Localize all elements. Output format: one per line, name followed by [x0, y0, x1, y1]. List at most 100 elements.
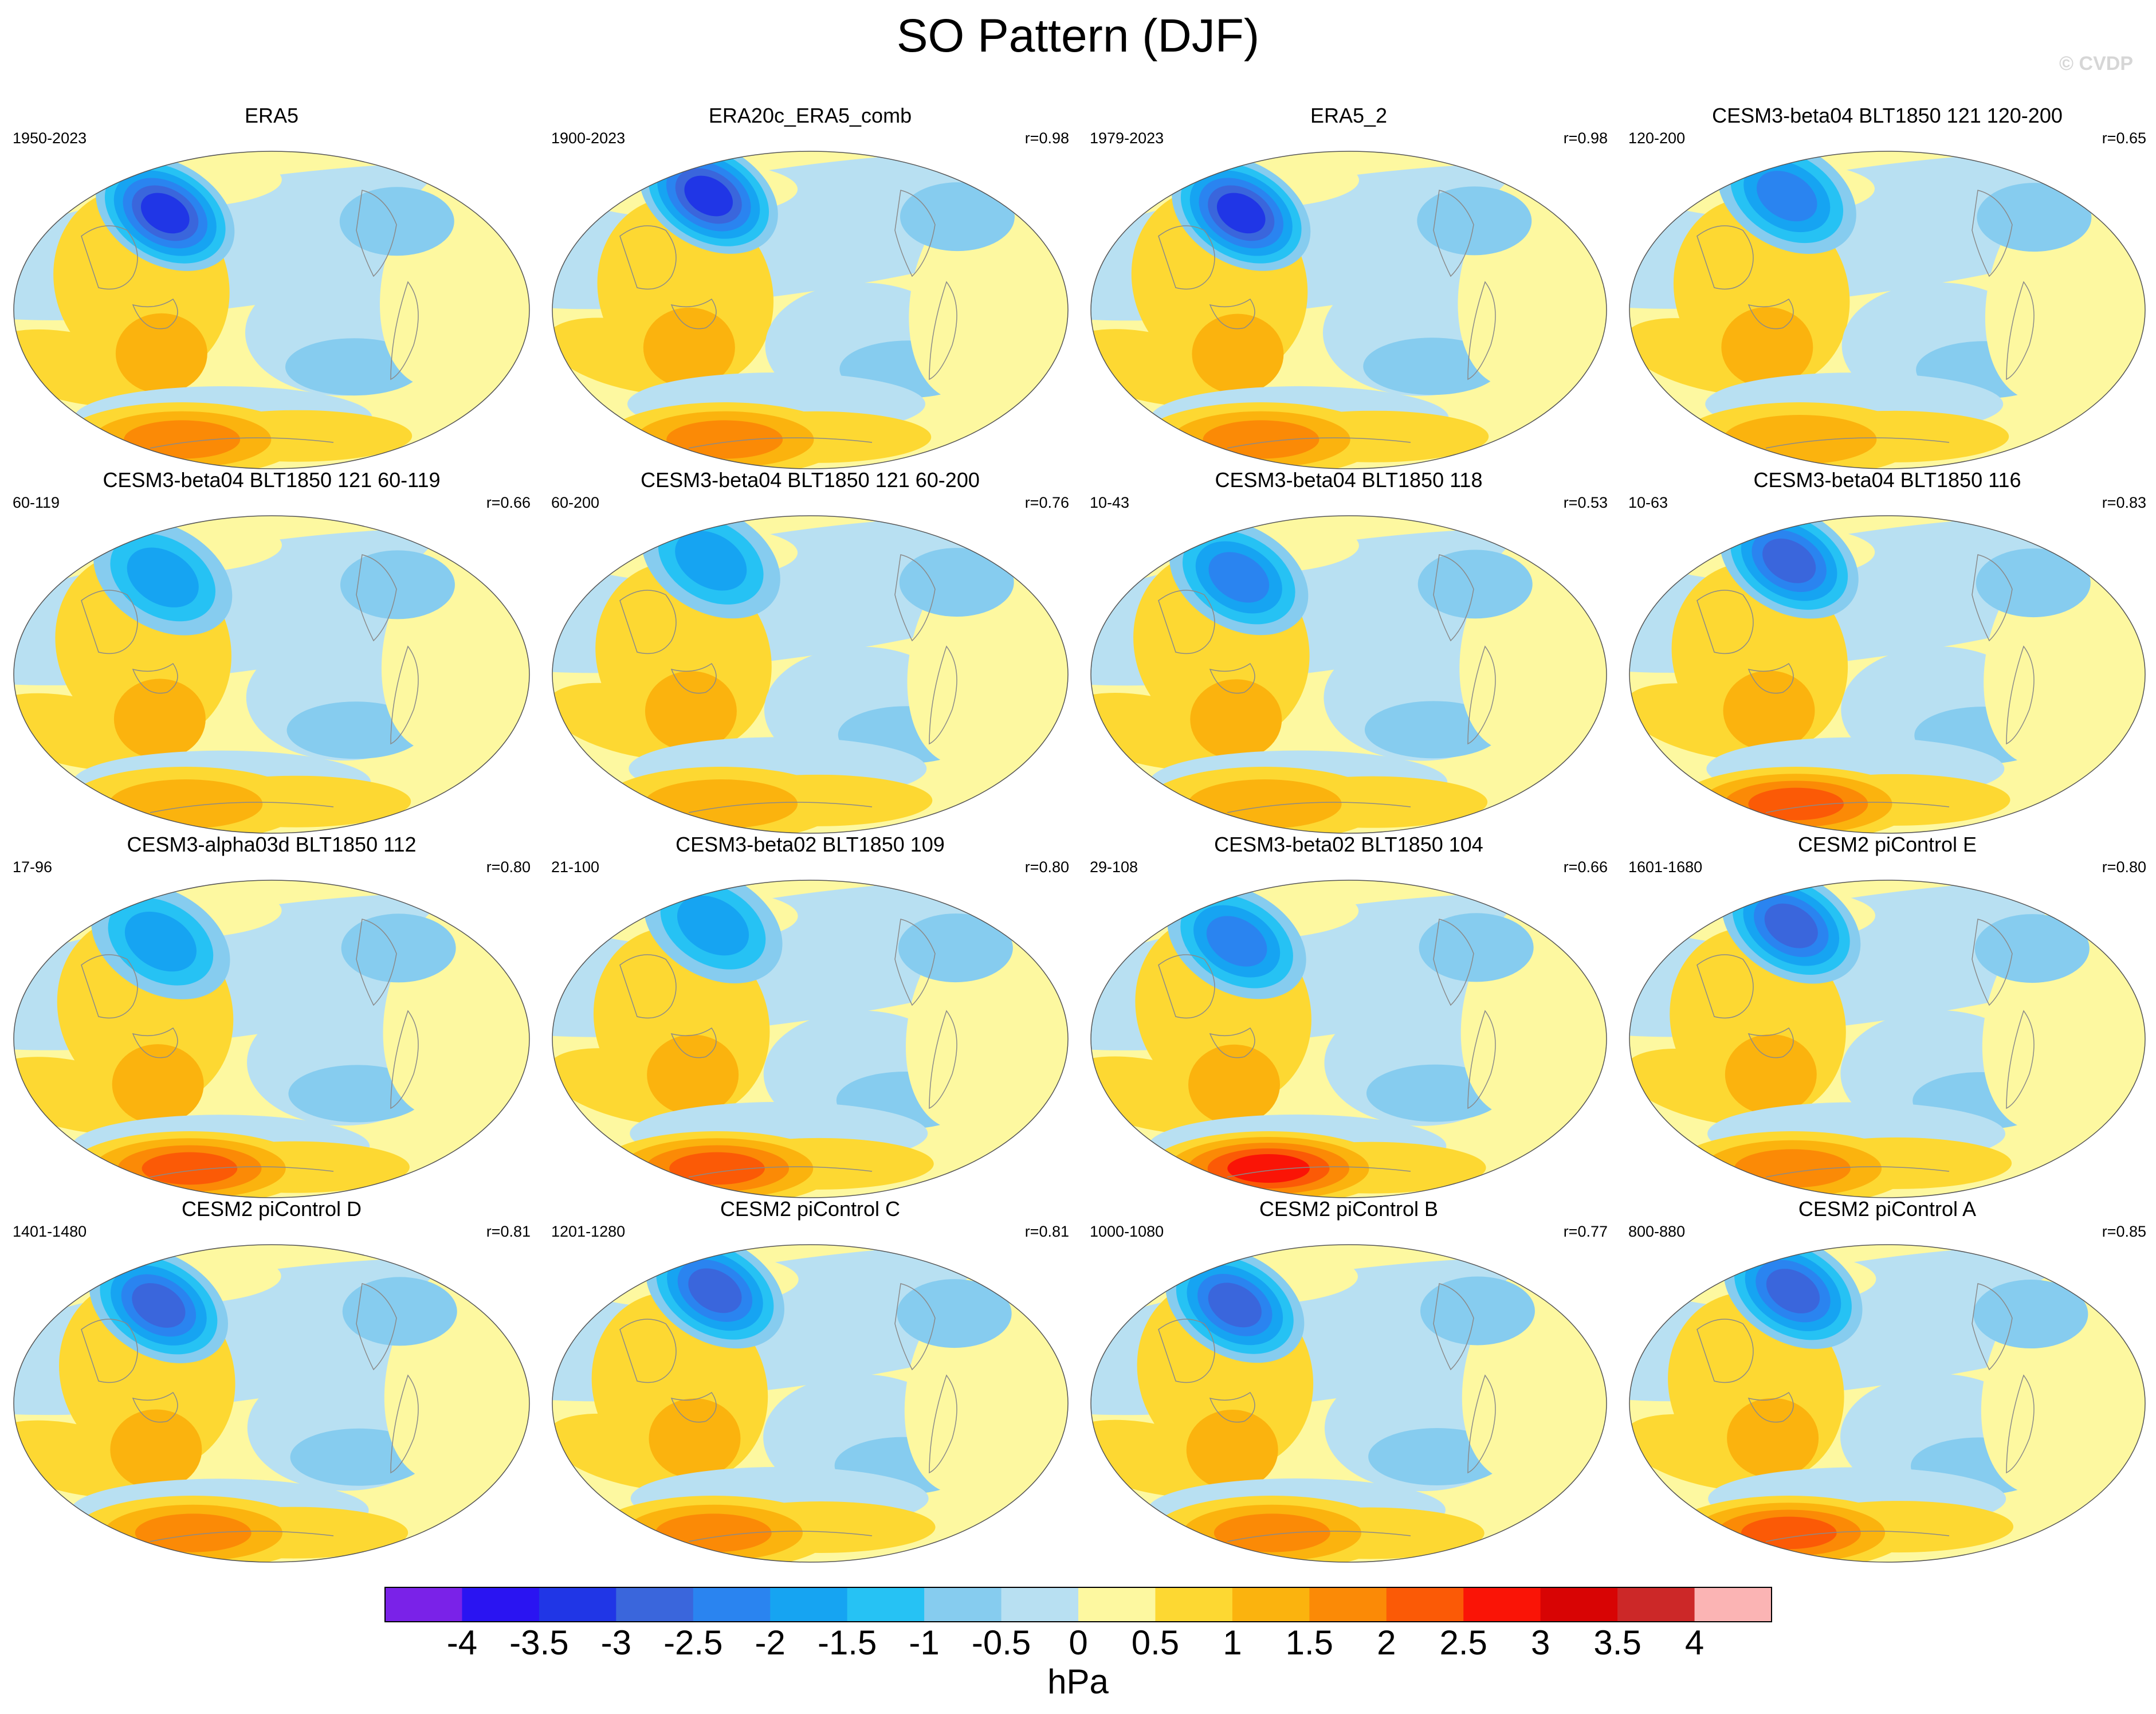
panel-correlation: r=0.80 [486, 858, 531, 876]
contour-fill [1974, 914, 2090, 983]
colorbar-swatch [1540, 1587, 1618, 1622]
globe-outline [1090, 880, 1607, 1198]
colorbar-tick-label: -2.5 [663, 1623, 723, 1662]
contour-fill [140, 193, 190, 234]
contour-fill [1419, 913, 1534, 982]
panel-correlation: r=0.76 [1024, 494, 1069, 511]
colorbar-swatch [770, 1587, 848, 1622]
contour-fill [1203, 420, 1319, 459]
colorbar-swatch [1155, 1587, 1233, 1622]
panel-correlation: r=0.98 [1024, 130, 1069, 147]
map-panel: CESM3-beta04 BLT1850 121 60-200 60-200 r=0… [541, 468, 1079, 834]
contour-fill [124, 420, 241, 459]
map-panel: CESM2 piControl E 1601-1680 r=0.80 [1618, 832, 2156, 1199]
coastline [1696, 919, 2035, 1178]
globe-map [552, 880, 1069, 1198]
panel-years: 120-200 [1628, 130, 1686, 147]
colorbar-tick-label: -1 [909, 1623, 940, 1662]
coastline [619, 190, 957, 449]
panel-title: CESM3-beta04 BLT1850 121 120-200 [1712, 104, 2063, 127]
coastline [619, 919, 957, 1178]
panel-years: 1601-1680 [1628, 858, 1703, 876]
coastline [1696, 1283, 2035, 1542]
panel-years: 60-200 [551, 494, 600, 511]
panel-correlation: r=0.80 [2102, 858, 2146, 876]
panel-title: CESM2 piControl A [1798, 1197, 1977, 1221]
panel-years: 21-100 [551, 858, 600, 876]
contour-fill [1764, 903, 1818, 948]
panel-correlation: r=0.53 [1563, 494, 1608, 511]
panel-correlation: r=0.66 [486, 494, 531, 511]
panel-title: CESM2 piControl C [720, 1197, 901, 1221]
contour-fill [109, 779, 263, 829]
globe-outline [552, 880, 1069, 1198]
panel-correlation: r=0.81 [1024, 1223, 1069, 1240]
coastline [619, 554, 957, 813]
map-panel: CESM2 piControl C 1201-1280 r=0.81 [541, 1197, 1079, 1563]
coastline [1158, 919, 1496, 1178]
map-panel: CESM2 piControl D 1401-1480 r=0.81 [2, 1197, 541, 1563]
colorbar-swatch [1001, 1587, 1079, 1622]
globe-outline [552, 515, 1069, 834]
contour-fill [1417, 186, 1532, 256]
panel-years: 10-63 [1628, 494, 1668, 511]
contour-fill [1420, 1276, 1535, 1346]
contour-fill [115, 313, 207, 394]
contour-fill [1725, 1034, 1817, 1115]
contour-fill [127, 547, 199, 607]
colorbar-swatch [539, 1587, 616, 1622]
figure-title: SO Pattern (DJF) [896, 10, 1260, 62]
colorbar-tick-label: -3 [600, 1623, 632, 1662]
contour-fill [1214, 1513, 1330, 1552]
panel-correlation: r=0.98 [1563, 130, 1608, 147]
contour-fill [1206, 916, 1267, 967]
map-panel: CESM2 piControl A 800-880 r=0.85 [1618, 1197, 2156, 1563]
contour-fill [341, 913, 456, 983]
colorbar-units: hPa [1047, 1662, 1109, 1701]
globe-outline [1629, 515, 2146, 834]
coastline [1696, 190, 2035, 449]
colorbar-swatch [1463, 1587, 1541, 1622]
map-panel: ERA5_2 1979-2023 r=0.98 [1079, 103, 1618, 470]
panel-title: CESM3-beta04 BLT1850 116 [1753, 468, 2021, 492]
coastline [619, 1283, 957, 1542]
contour-fill [1973, 1280, 2088, 1349]
map-panel: CESM3-beta02 BLT1850 104 29-108 r=0.66 [1079, 832, 1618, 1199]
contour-fill [135, 1513, 252, 1552]
panel-years: 1979-2023 [1090, 130, 1164, 147]
contour-fill [286, 701, 425, 759]
contour-fill [1721, 307, 1813, 387]
globe-outline [1090, 1244, 1607, 1563]
panel-years: 800-880 [1628, 1223, 1686, 1240]
colorbar-tick-label: 1.5 [1285, 1623, 1334, 1662]
contour-fill [1186, 1410, 1278, 1491]
colorbar-tick-label: -0.5 [971, 1623, 1031, 1662]
contour-fill [1188, 779, 1342, 829]
panel-title: CESM3-beta02 BLT1850 109 [676, 833, 945, 856]
panel-title: CESM3-beta04 BLT1850 121 60-200 [641, 468, 980, 492]
map-panel: ERA20c_ERA5_comb 1900-2023 r=0.98 [541, 103, 1079, 470]
colorbar-swatch [1309, 1587, 1387, 1622]
colorbar-swatch [924, 1587, 1002, 1622]
colorbar-swatch [1078, 1587, 1156, 1622]
contour-fill [1216, 193, 1266, 234]
globe-map [1090, 880, 1607, 1198]
contour-fill [1723, 670, 1815, 751]
globe-map [1629, 1244, 2146, 1563]
contour-fill [1723, 415, 1877, 464]
contour-fill [649, 1398, 741, 1479]
panel-title: CESM2 piControl E [1797, 833, 1977, 856]
contour-fill [643, 307, 735, 388]
colorbar-swatch [1694, 1587, 1772, 1622]
map-panel: CESM3-beta02 BLT1850 109 21-100 r=0.80 [541, 832, 1079, 1199]
colorbar-swatch [847, 1587, 925, 1622]
colorbar-tick-label: -4 [446, 1623, 478, 1662]
panel-title: CESM2 piControl D [181, 1197, 362, 1221]
contour-fill [1363, 338, 1501, 395]
colorbar-tick-label: -1.5 [817, 1623, 877, 1662]
colorbar-tick-label: 0 [1069, 1623, 1088, 1662]
globe-outline [13, 1244, 530, 1563]
globe-map [1090, 1244, 1607, 1563]
contour-fill [688, 1268, 742, 1313]
